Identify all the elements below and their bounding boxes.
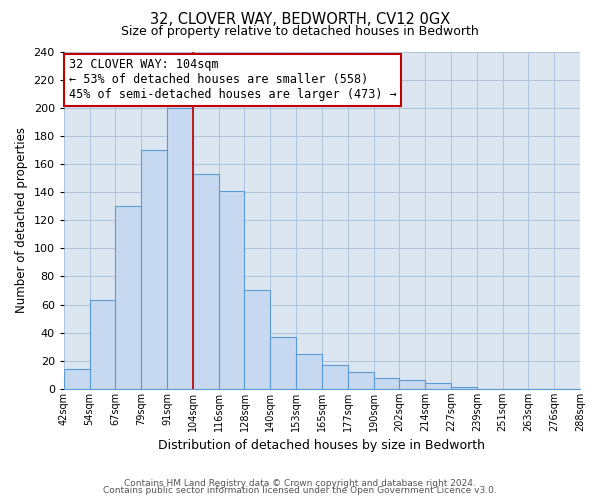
Bar xyxy=(141,150,167,389)
Text: Size of property relative to detached houses in Bedworth: Size of property relative to detached ho… xyxy=(121,25,479,38)
X-axis label: Distribution of detached houses by size in Bedworth: Distribution of detached houses by size … xyxy=(158,440,485,452)
Bar xyxy=(348,372,374,389)
Bar xyxy=(115,206,141,389)
Bar xyxy=(400,380,425,389)
Bar xyxy=(425,384,451,389)
Bar xyxy=(167,108,193,389)
Bar xyxy=(374,378,400,389)
Bar xyxy=(244,290,270,389)
Text: 32, CLOVER WAY, BEDWORTH, CV12 0GX: 32, CLOVER WAY, BEDWORTH, CV12 0GX xyxy=(150,12,450,28)
Bar xyxy=(218,190,244,389)
Bar xyxy=(296,354,322,389)
Y-axis label: Number of detached properties: Number of detached properties xyxy=(15,127,28,313)
Text: 32 CLOVER WAY: 104sqm
← 53% of detached houses are smaller (558)
45% of semi-det: 32 CLOVER WAY: 104sqm ← 53% of detached … xyxy=(69,58,397,101)
Bar xyxy=(193,174,218,389)
Bar xyxy=(451,388,477,389)
Text: Contains HM Land Registry data © Crown copyright and database right 2024.: Contains HM Land Registry data © Crown c… xyxy=(124,478,476,488)
Bar xyxy=(89,300,115,389)
Bar xyxy=(270,337,296,389)
Bar xyxy=(322,365,348,389)
Bar xyxy=(64,369,89,389)
Text: Contains public sector information licensed under the Open Government Licence v3: Contains public sector information licen… xyxy=(103,486,497,495)
